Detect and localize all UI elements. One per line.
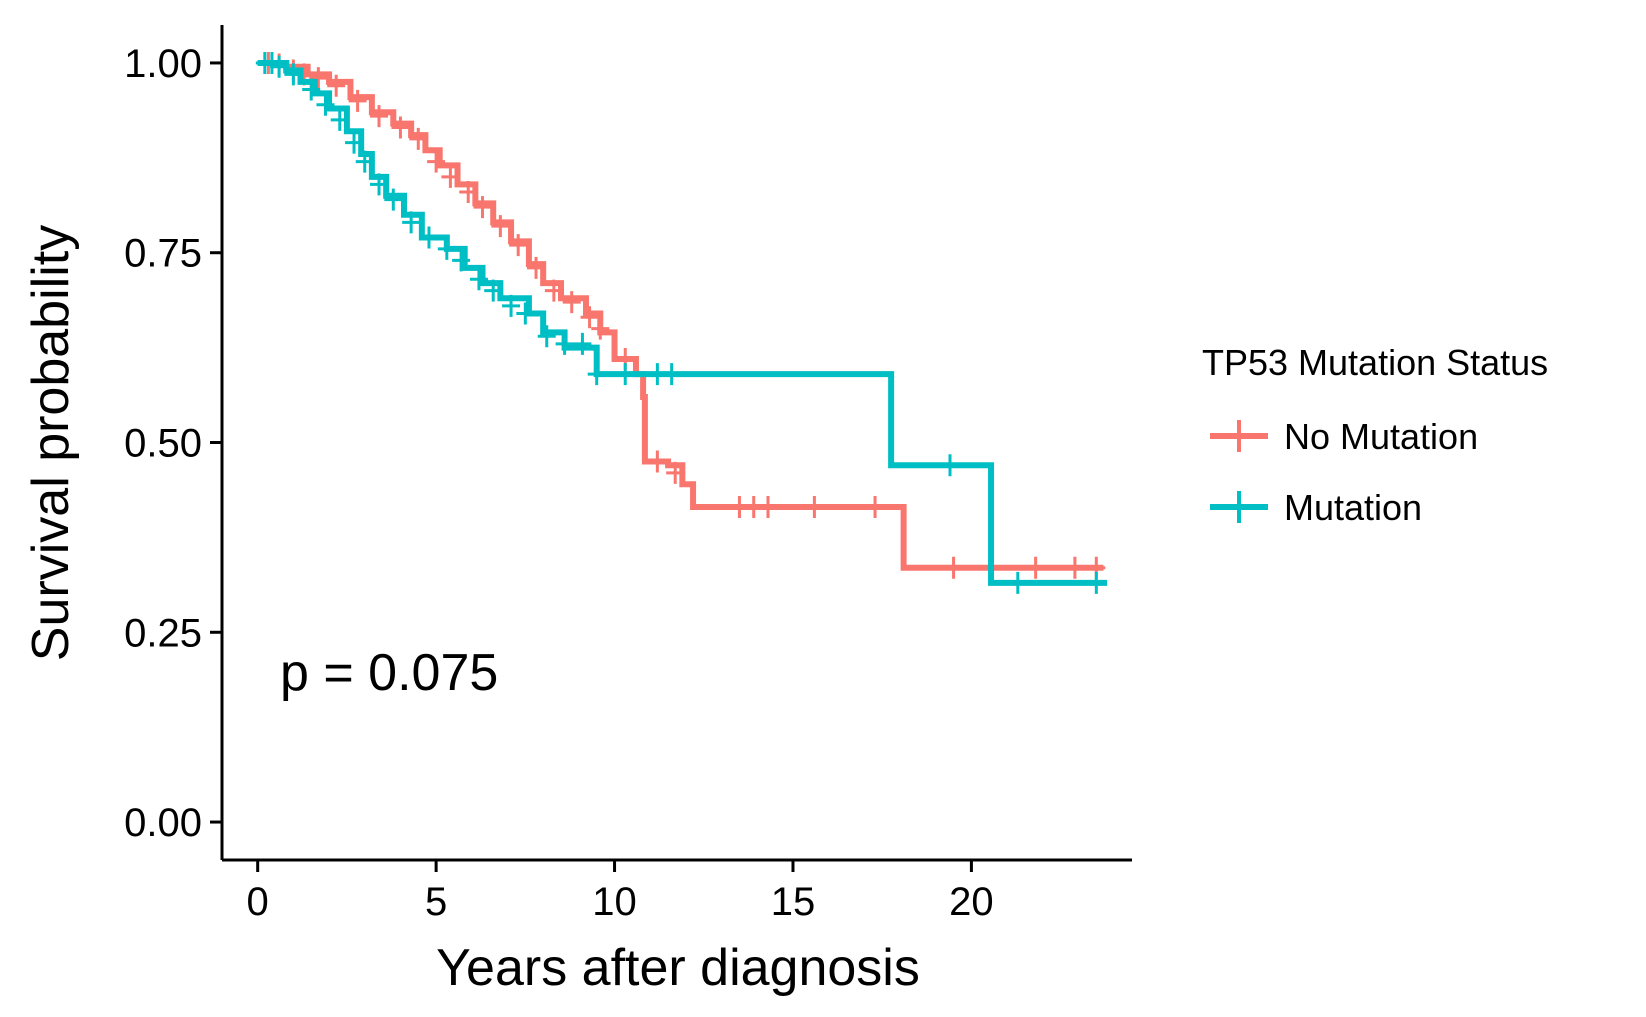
censor-mark — [384, 188, 403, 211]
censor-mark — [573, 332, 592, 355]
x-tick-label: 5 — [425, 880, 447, 924]
censor-mark — [302, 78, 321, 101]
censor-mark — [580, 306, 599, 329]
censor-mark — [562, 291, 581, 314]
censor-mark — [348, 89, 367, 112]
censor-mark — [409, 127, 428, 150]
censor-mark — [591, 317, 610, 340]
censor-mark — [516, 302, 535, 325]
y-tick-label: 1.00 — [124, 42, 202, 86]
series-layer — [255, 51, 1108, 594]
y-axis-title: Survival probability — [22, 225, 80, 661]
survival-curve — [257, 59, 1108, 586]
censor-mark — [469, 268, 488, 291]
x-axis-title: Years after diagnosis — [436, 939, 920, 997]
legend-item: Mutation — [1210, 487, 1422, 528]
censor-mark — [666, 461, 685, 484]
censor-mark — [1087, 571, 1106, 594]
legend-label: Mutation — [1284, 487, 1422, 528]
x-tick-label: 10 — [592, 880, 637, 924]
censor-mark — [941, 454, 959, 477]
censor-mark — [355, 150, 374, 173]
censor-mark — [759, 496, 777, 519]
censor-mark — [544, 279, 563, 302]
series-mutation — [255, 51, 1108, 594]
censor-mark — [587, 363, 606, 386]
censor-mark — [484, 279, 503, 302]
censor-mark — [944, 556, 963, 579]
censor-mark — [284, 63, 303, 86]
censor-mark — [427, 150, 446, 173]
censor-mark — [370, 105, 389, 128]
censor-mark — [616, 363, 635, 386]
censor-mark — [537, 325, 556, 348]
survival-curve — [257, 59, 1104, 571]
censor-mark — [648, 450, 667, 473]
censor-mark — [509, 234, 528, 257]
x-tick-label: 15 — [771, 880, 816, 924]
censor-mark — [1008, 571, 1027, 594]
censor-mark — [459, 181, 478, 203]
censor-mark — [391, 116, 410, 139]
censor-mark — [437, 237, 456, 260]
y-tick-label: 0.00 — [124, 801, 202, 845]
x-tick-label: 20 — [949, 880, 994, 924]
y-tick-label: 0.25 — [124, 611, 202, 655]
censor-mark — [527, 256, 546, 279]
x-tick-label: 0 — [247, 880, 269, 924]
censor-mark — [452, 249, 471, 272]
censor-mark — [309, 67, 328, 90]
censor-mark — [270, 55, 289, 78]
censor-mark — [473, 196, 492, 219]
censor-mark — [330, 108, 349, 131]
censor-mark — [345, 131, 364, 154]
censor-mark — [1065, 556, 1084, 579]
censor-mark — [419, 226, 438, 249]
censor-mark — [866, 496, 885, 519]
series-no-mutation — [257, 51, 1106, 579]
axes: 0.00 0.25 0.50 0.75 1.00 0 5 10 15 20 — [124, 25, 1132, 924]
censor-mark — [316, 93, 335, 116]
y-tick-label: 0.50 — [124, 422, 202, 466]
censor-mark — [662, 363, 681, 386]
censor-mark — [805, 496, 824, 519]
censor-mark — [502, 294, 521, 317]
censor-mark — [370, 173, 389, 196]
censor-mark — [327, 74, 346, 97]
censor-mark — [441, 165, 460, 188]
legend-item: No Mutation — [1210, 416, 1478, 457]
censor-mark — [402, 211, 421, 234]
legend-title: TP53 Mutation Status — [1202, 342, 1548, 383]
p-value-annotation: p = 0.075 — [280, 644, 498, 702]
censor-mark — [491, 215, 510, 238]
legend-label: No Mutation — [1284, 416, 1478, 457]
y-tick-label: 0.75 — [124, 232, 202, 276]
legend: TP53 Mutation Status No Mutation Mutation — [1202, 342, 1548, 528]
censor-mark — [555, 332, 574, 355]
censor-mark — [1026, 556, 1045, 579]
